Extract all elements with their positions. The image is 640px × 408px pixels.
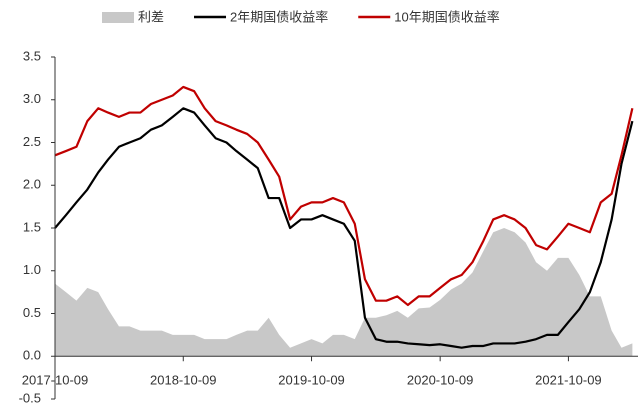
- legend-label: 2年期国债收益率: [230, 9, 328, 24]
- x-tick-label: 2020-10-09: [407, 373, 474, 388]
- legend-label: 10年期国债收益率: [394, 9, 499, 24]
- spread-area: [55, 228, 633, 357]
- x-tick-label: 2019-10-09: [278, 373, 345, 388]
- x-tick-label: 2021-10-09: [535, 373, 602, 388]
- y-tick-label: 2.5: [23, 134, 41, 149]
- y-tick-label: 0.0: [23, 348, 41, 363]
- legend-swatch: [102, 12, 134, 23]
- x-tick-label: 2018-10-09: [150, 373, 217, 388]
- y-tick-label: 3.5: [23, 48, 41, 63]
- y-tick-label: 1.5: [23, 219, 41, 234]
- y-tick-label: 2.0: [23, 177, 41, 192]
- y-tick-label: 3.0: [23, 91, 41, 106]
- legend-label: 利差: [138, 9, 164, 24]
- y-tick-label: 0.5: [23, 305, 41, 320]
- yield-line: [54, 107, 634, 349]
- y-tick-label: -0.5: [19, 390, 41, 405]
- y-tick-label: 1.0: [23, 262, 41, 277]
- yield-line: [54, 85, 634, 307]
- x-tick-label: 2017-10-09: [22, 373, 89, 388]
